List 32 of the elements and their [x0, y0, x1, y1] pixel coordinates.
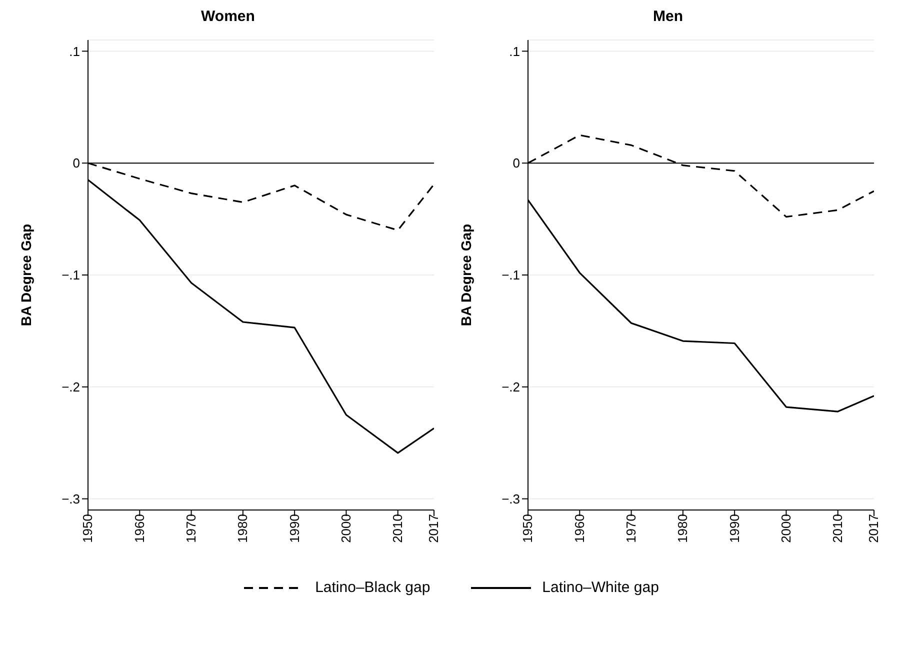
y-tick-label: 0	[512, 156, 520, 171]
y-axis-title: BA Degree Gap	[18, 224, 34, 326]
x-tick-label: 2010	[830, 514, 846, 543]
chart-title: Women	[200, 8, 256, 27]
y-tick-label: −.3	[502, 491, 520, 506]
x-tick-label: 1980	[675, 514, 690, 543]
y-tick-label: .1	[509, 44, 520, 59]
x-tick-label: 1960	[572, 514, 587, 543]
x-tick-label: 1990	[726, 514, 742, 543]
y-tick-label: −.3	[62, 491, 80, 506]
x-tick-label: 1970	[624, 514, 639, 543]
y-tick-label: 0	[72, 156, 80, 171]
legend-label: Latino–White gap	[542, 579, 659, 596]
y-tick-label: −.2	[62, 380, 80, 395]
x-tick-label: 1970	[184, 514, 199, 543]
x-tick-label: 2017	[426, 514, 442, 543]
x-tick-label: 1950	[520, 514, 536, 543]
x-tick-label: 2017	[866, 514, 882, 543]
y-tick-label: −.1	[62, 268, 80, 283]
legend-label: Latino–Black gap	[315, 579, 430, 596]
y-tick-label: −.1	[502, 268, 520, 283]
x-tick-label: 2000	[338, 514, 354, 543]
y-tick-label: .1	[69, 44, 80, 59]
x-tick-label: 1990	[286, 514, 302, 543]
x-tick-label: 1980	[235, 514, 250, 543]
y-tick-label: −.2	[502, 380, 520, 395]
y-axis-title: BA Degree Gap	[458, 224, 474, 326]
x-tick-label: 2010	[390, 514, 406, 543]
chart-title: Men	[652, 8, 684, 27]
x-tick-label: 2000	[778, 514, 794, 543]
x-tick-label: 1960	[132, 514, 147, 543]
x-tick-label: 1950	[80, 514, 96, 543]
